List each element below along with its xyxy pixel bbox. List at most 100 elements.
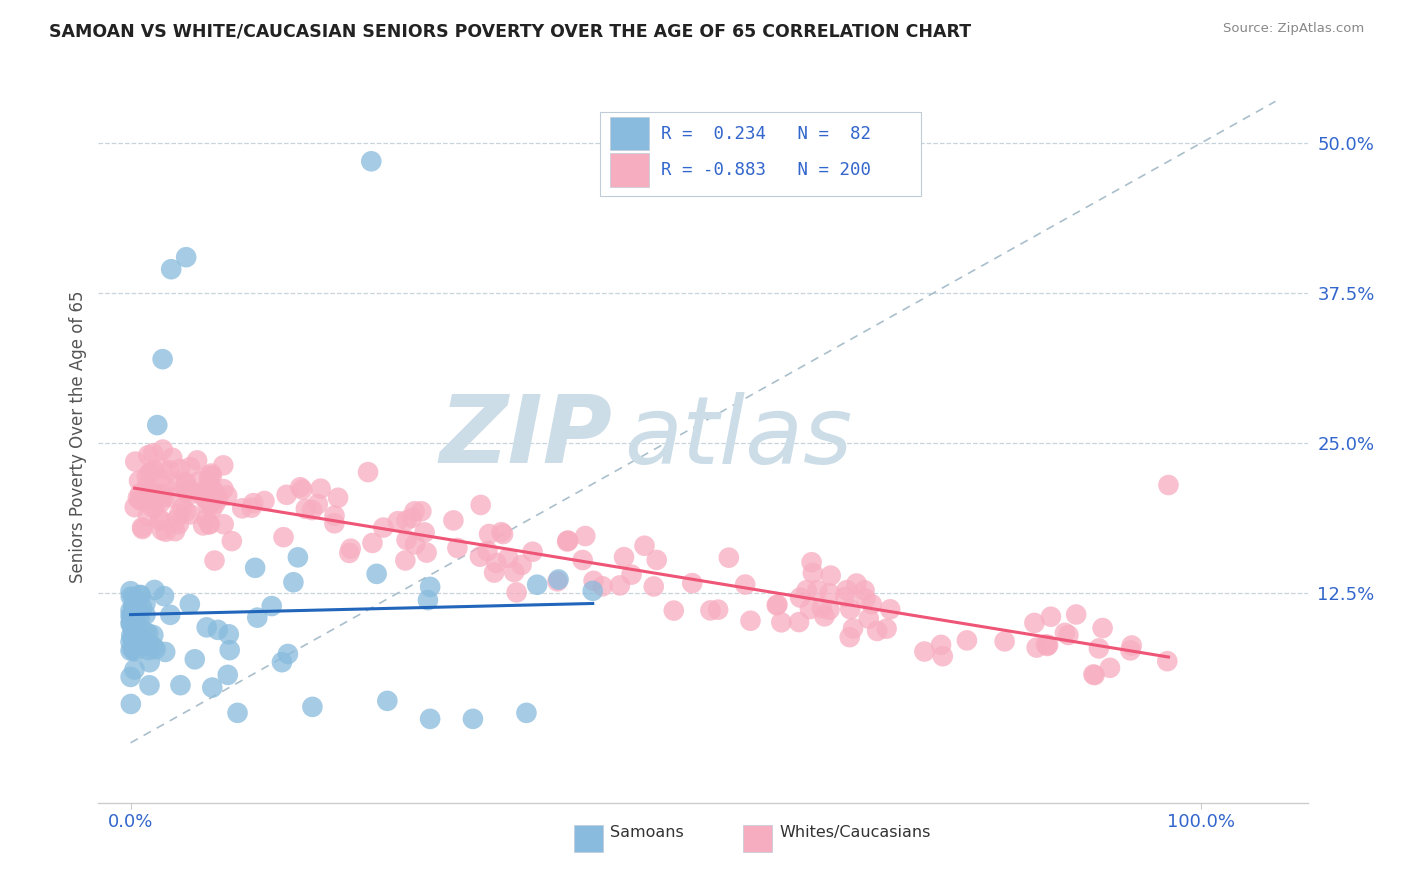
Point <box>138 678 160 692</box>
Point <box>125 613 148 627</box>
Point <box>162 450 184 465</box>
Point <box>357 465 380 479</box>
Point <box>124 454 146 468</box>
Point <box>128 493 150 508</box>
Point <box>131 522 153 536</box>
Point <box>174 483 197 498</box>
Point <box>290 480 312 494</box>
Point <box>932 649 955 664</box>
Point <box>419 712 441 726</box>
Point <box>323 508 346 523</box>
Point <box>394 553 416 567</box>
Point <box>218 627 240 641</box>
Point <box>633 539 655 553</box>
Point <box>167 475 190 489</box>
Point <box>860 597 883 611</box>
Point <box>765 599 787 613</box>
Point <box>160 262 183 277</box>
FancyBboxPatch shape <box>742 825 772 852</box>
Point <box>1064 607 1087 622</box>
Point <box>145 642 167 657</box>
Point <box>128 474 150 488</box>
Point <box>478 527 501 541</box>
Point <box>200 495 222 509</box>
Point <box>574 529 596 543</box>
Point <box>217 668 239 682</box>
Point <box>323 516 346 531</box>
Point <box>271 655 294 669</box>
Point <box>287 550 309 565</box>
Point <box>188 475 211 489</box>
Point <box>620 567 643 582</box>
Point <box>149 495 172 509</box>
Point <box>1083 668 1105 682</box>
Point <box>197 494 219 508</box>
Point <box>491 525 513 540</box>
Point <box>770 615 793 630</box>
Point <box>592 579 614 593</box>
Point <box>146 488 169 502</box>
Point <box>929 638 952 652</box>
Point <box>174 505 197 519</box>
Point <box>159 463 181 477</box>
Point <box>136 479 159 493</box>
FancyBboxPatch shape <box>600 112 921 195</box>
Point <box>1035 637 1057 651</box>
Point <box>1057 628 1080 642</box>
Point <box>207 491 229 506</box>
Point <box>226 706 249 720</box>
Point <box>291 483 314 497</box>
Point <box>195 484 218 499</box>
Point <box>204 553 226 567</box>
Point <box>162 491 184 505</box>
Point <box>131 599 153 614</box>
Point <box>143 500 166 515</box>
Point <box>546 574 568 589</box>
Point <box>193 484 215 499</box>
Point <box>492 527 515 541</box>
Point <box>547 573 569 587</box>
Point <box>309 482 332 496</box>
Point <box>404 537 426 551</box>
Point <box>120 697 142 711</box>
FancyBboxPatch shape <box>610 153 648 187</box>
Point <box>470 498 492 512</box>
Point <box>395 533 418 547</box>
Point <box>122 625 145 640</box>
Point <box>419 580 441 594</box>
Point <box>129 588 152 602</box>
Point <box>138 655 160 669</box>
Point <box>142 628 165 642</box>
Point <box>134 607 156 622</box>
Point <box>1053 625 1076 640</box>
Point <box>801 566 824 580</box>
Point <box>789 591 811 605</box>
Point <box>582 574 605 588</box>
Point <box>165 514 187 528</box>
Point <box>197 499 219 513</box>
Point <box>1025 640 1047 655</box>
Point <box>198 517 221 532</box>
Point <box>1024 615 1046 630</box>
Point <box>375 694 398 708</box>
Point <box>120 635 142 649</box>
Point <box>131 493 153 508</box>
Point <box>136 626 159 640</box>
Point <box>172 500 194 515</box>
Point <box>1088 641 1111 656</box>
Point <box>413 525 436 540</box>
Point <box>1157 478 1180 492</box>
Point <box>179 483 201 497</box>
Point <box>121 618 143 632</box>
Point <box>149 514 172 528</box>
Point <box>120 609 142 624</box>
Point <box>1036 639 1059 653</box>
Point <box>515 706 537 720</box>
Text: SAMOAN VS WHITE/CAUCASIAN SENIORS POVERTY OVER THE AGE OF 65 CORRELATION CHART: SAMOAN VS WHITE/CAUCASIAN SENIORS POVERT… <box>49 22 972 40</box>
Point <box>152 442 174 457</box>
Point <box>1119 643 1142 657</box>
Point <box>120 584 142 599</box>
Point <box>557 533 579 548</box>
Point <box>811 601 834 615</box>
Point <box>242 496 264 510</box>
